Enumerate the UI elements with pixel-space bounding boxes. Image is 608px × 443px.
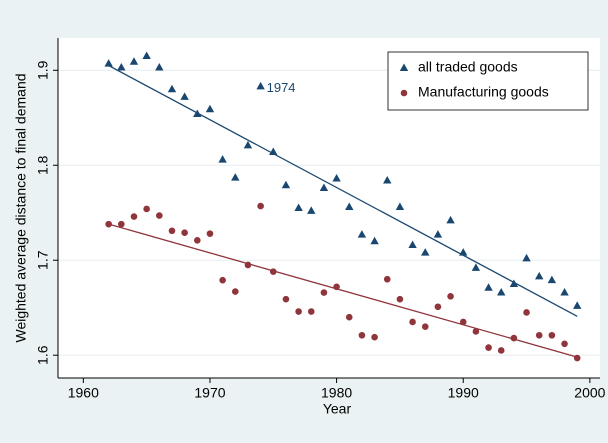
marker [142,51,151,60]
marker [294,203,303,211]
marker [573,354,581,362]
marker [117,62,126,71]
x-tick-label: 2000 [574,385,605,401]
x-axis-title: Year [323,401,352,417]
marker [345,313,353,321]
marker [573,301,582,309]
marker [295,308,302,315]
marker [345,202,354,211]
marker [434,303,442,311]
marker [257,202,264,210]
marker [143,205,150,213]
marker [130,213,138,220]
marker [523,309,530,316]
x-tick-label: 1960 [68,385,99,401]
marker [231,288,239,295]
marker [400,89,408,97]
marker [383,175,392,184]
y-tick-label: 1.7 [35,250,51,270]
marker [333,283,340,291]
marker [560,288,569,296]
marker [399,63,409,71]
marker [180,92,189,100]
x-tick-label: 1970 [194,385,225,401]
marker [447,293,454,300]
y-tick-label: 1.8 [35,155,51,175]
x-tick-label: 1990 [448,385,479,401]
marker [548,331,556,339]
marker [561,340,568,348]
marker [320,289,328,296]
marker [421,248,430,256]
marker [510,334,518,342]
marker [282,295,290,303]
marker [206,230,214,237]
marker [155,62,164,71]
y-tick-label: 1.6 [35,345,51,365]
marker [535,331,543,339]
marker [535,271,544,280]
marker [472,328,480,335]
marker [167,84,177,93]
marker [421,323,429,331]
marker [409,318,416,326]
marker [244,261,252,269]
marker [307,206,316,214]
legend-label: Manufacturing goods [418,84,549,100]
marker [433,230,443,238]
marker [357,230,367,238]
marker [396,295,404,303]
marker [383,275,391,283]
marker [446,215,455,224]
marker [509,279,519,287]
marker [193,236,201,244]
marker [269,268,277,275]
marker [358,331,366,339]
marker [471,263,481,271]
fit-line [108,223,578,358]
marker [307,308,315,315]
marker [370,236,379,245]
marker [319,183,329,192]
marker [205,104,215,113]
marker [118,220,125,228]
marker [522,253,531,262]
y-tick-label: 1.9 [35,60,51,80]
y-axis-title: Weighted average distance to final deman… [13,73,29,342]
marker [497,288,506,296]
marker [218,155,227,163]
marker [243,140,253,149]
marker [408,240,417,249]
marker [332,174,341,182]
marker [485,344,492,351]
marker [256,81,265,90]
marker [193,109,202,117]
legend-box [387,51,589,111]
marker [484,283,493,291]
x-tick-label: 1980 [321,385,352,401]
marker [281,180,291,189]
fit-line [108,64,578,317]
marker [168,227,176,235]
marker [105,220,112,228]
marker [104,59,113,67]
annotation: 1974 [267,80,296,95]
marker [181,229,188,236]
marker [547,275,557,284]
marker [156,212,163,219]
marker [219,276,226,284]
marker [497,347,505,354]
marker [269,147,278,155]
marker [371,333,378,341]
marker [459,318,467,326]
marker [395,202,405,211]
legend-label: all traded goods [418,59,518,75]
marker [231,173,240,181]
marker [459,248,468,256]
marker [129,57,139,65]
